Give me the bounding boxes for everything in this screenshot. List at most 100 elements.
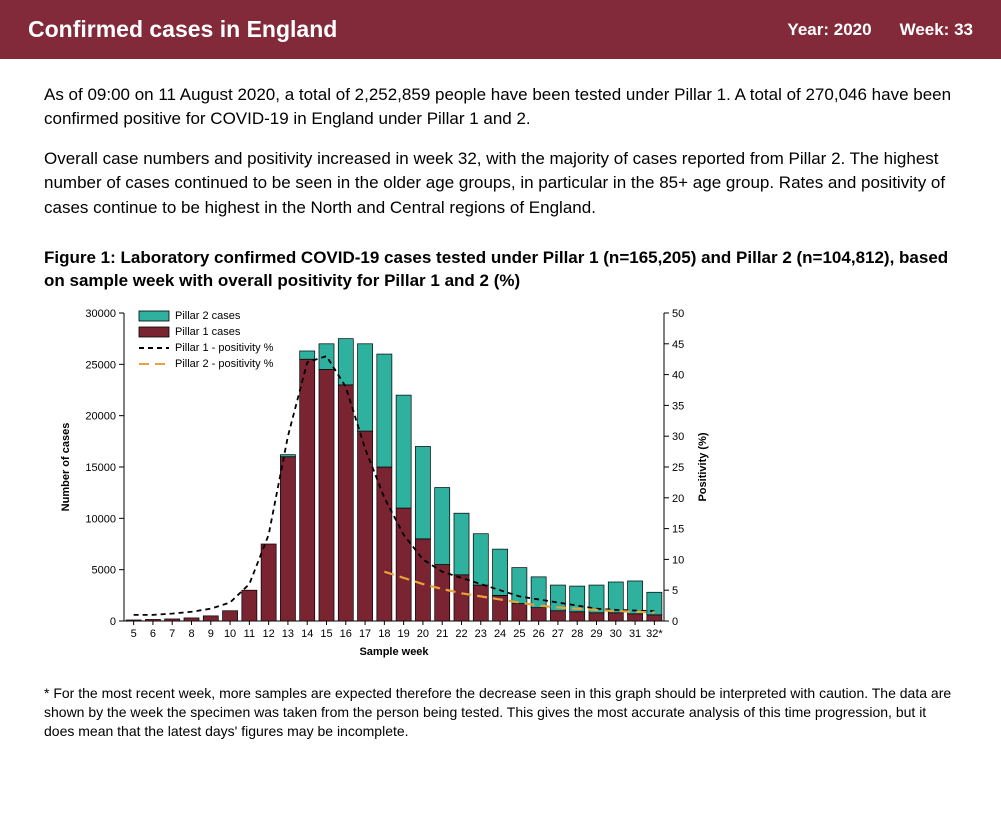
bar-segment [454,513,469,575]
svg-text:27: 27 [552,628,564,640]
svg-text:32*: 32* [646,628,663,640]
svg-text:5000: 5000 [92,565,116,577]
svg-text:25: 25 [672,462,684,474]
positivity-line [134,356,655,615]
chart-container: 0 5000 10000 15000 20000 25000 30000 0 5 10 15 20 25… [44,301,957,676]
svg-text:8: 8 [188,628,194,640]
svg-text:14: 14 [301,628,313,640]
svg-text:15000: 15000 [85,462,116,474]
bar-segment [473,534,488,585]
svg-text:30000: 30000 [85,308,116,320]
svg-text:10: 10 [224,628,236,640]
bar-segment [608,582,623,613]
bar-segment [377,354,392,467]
svg-text:31: 31 [629,628,641,640]
svg-text:25000: 25000 [85,360,116,372]
year-label: Year: [787,20,829,39]
svg-text:30: 30 [672,431,684,443]
legend-label: Pillar 2 - positivity % [175,358,274,370]
svg-text:15: 15 [672,524,684,536]
bar-segment [415,539,430,621]
svg-text:Number of cases: Number of cases [60,423,72,512]
bar-segment [396,395,411,508]
bar-segment [415,447,430,539]
legend-swatch [139,327,169,337]
svg-text:19: 19 [398,628,410,640]
body-text: As of 09:00 on 11 August 2020, a total o… [0,59,1001,220]
svg-text:20: 20 [417,628,429,640]
figure-title: Figure 1: Laboratory confirmed COVID-19 … [44,246,957,294]
header-meta: Year: 2020 Week: 33 [787,20,973,40]
svg-text:23: 23 [475,628,487,640]
svg-text:9: 9 [208,628,214,640]
legend-label: Pillar 2 cases [175,310,241,322]
svg-text:0: 0 [672,616,678,628]
legend-swatch [139,311,169,321]
svg-text:11: 11 [244,628,255,640]
bar-segment [145,620,160,622]
svg-text:50: 50 [672,308,684,320]
svg-text:20: 20 [672,493,684,505]
bar-segment [589,613,604,621]
bar-segment [223,611,238,621]
legend-label: Pillar 1 cases [175,326,241,338]
svg-text:15: 15 [320,628,332,640]
bar-segment [280,457,295,621]
svg-text:45: 45 [672,339,684,351]
bar-segment [628,614,643,621]
svg-text:20000: 20000 [85,411,116,423]
svg-text:16: 16 [340,628,352,640]
bar-segment [377,467,392,621]
svg-text:30: 30 [610,628,622,640]
bar-segment [550,611,565,621]
svg-text:5: 5 [131,628,137,640]
svg-text:28: 28 [571,628,583,640]
bar-segment [280,455,295,457]
week-value: 33 [954,20,973,39]
year-value: 2020 [834,20,872,39]
bar-segment [435,565,450,621]
bar-segment [570,612,585,621]
bar-segment [647,615,662,621]
bar-segment [319,344,334,370]
bar-segment [435,488,450,565]
year-block: Year: 2020 [787,20,871,40]
intro-paragraph-1: As of 09:00 on 11 August 2020, a total o… [44,83,957,131]
svg-text:24: 24 [494,628,506,640]
bar-segment [203,616,218,621]
figure-section: Figure 1: Laboratory confirmed COVID-19 … [0,236,1001,677]
svg-text:22: 22 [455,628,467,640]
svg-text:17: 17 [359,628,371,640]
svg-text:13: 13 [282,628,294,640]
svg-text:25: 25 [513,628,525,640]
svg-text:21: 21 [436,628,448,640]
svg-text:10: 10 [672,555,684,567]
svg-text:29: 29 [590,628,602,640]
bar-segment [628,581,643,614]
bar-segment [512,568,527,604]
bar-segment [319,370,334,622]
footnote: * For the most recent week, more samples… [0,676,1001,741]
bar-segment [531,608,546,621]
intro-paragraph-2: Overall case numbers and positivity incr… [44,147,957,219]
bar-segment [358,344,373,431]
bar-segment [184,618,199,621]
svg-text:5: 5 [672,585,678,597]
svg-text:Positivity (%): Positivity (%) [697,432,709,501]
bar-segment [454,575,469,621]
svg-text:7: 7 [169,628,175,640]
page: Confirmed cases in England Year: 2020 We… [0,0,1001,830]
header-bar: Confirmed cases in England Year: 2020 We… [0,0,1001,59]
bar-segment [242,590,257,621]
bar-segment [165,619,180,621]
bar-segment [512,604,527,621]
svg-text:18: 18 [378,628,390,640]
bar-segment [338,385,353,621]
bar-segment [473,585,488,621]
cases-chart: 0 5000 10000 15000 20000 25000 30000 0 5 10 15 20 25… [44,301,744,671]
svg-text:0: 0 [110,616,116,628]
bar-segment [261,544,276,621]
bar-segment [608,613,623,621]
svg-text:10000: 10000 [85,514,116,526]
svg-text:6: 6 [150,628,156,640]
